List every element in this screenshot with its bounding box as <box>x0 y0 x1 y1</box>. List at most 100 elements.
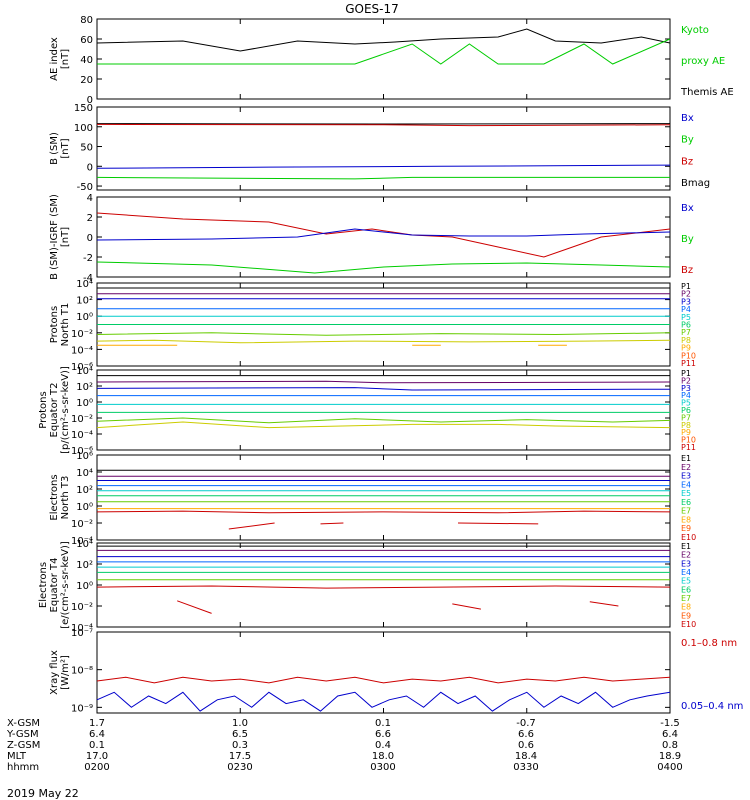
x-row-value: 17.0 <box>86 751 108 762</box>
legend-item: P5 <box>681 399 691 408</box>
y-axis-label: B (SM) <box>49 132 60 165</box>
y-axis-label: [p/(cm²-s-sr-keV)] <box>60 366 71 454</box>
legend-item: E10 <box>681 533 696 542</box>
y-axis-label: Equator T4 <box>49 558 60 613</box>
x-row-value: 6.6 <box>518 729 534 740</box>
y-tick-label: 10⁻² <box>71 602 93 613</box>
y-tick-label: 10⁻⁶ <box>71 362 93 373</box>
y-axis-label: [e/(cm²-s-sr-keV)] <box>60 541 71 629</box>
y-tick-label: 40 <box>80 55 93 66</box>
x-row-value: 0.1 <box>89 740 105 751</box>
legend-item: P9 <box>681 344 691 353</box>
y-tick-label: 10² <box>76 560 93 571</box>
y-axis-label: B (SM)-IGRF (SM) <box>49 194 60 280</box>
series-line <box>589 601 619 607</box>
y-axis-label: Protons <box>49 306 60 343</box>
series-line <box>96 380 671 384</box>
y-tick-label: -4 <box>83 273 93 284</box>
y-axis-label: AE index <box>49 37 60 81</box>
panel-1: 0 20 40 60 80 AE index [nT] Kyoto proxy AE Themis… <box>49 15 734 106</box>
panel-4: 10⁻⁶ 10⁻⁴ 10⁻² 10⁰ 10² 10⁴ Protons North T1 P1P2… <box>49 279 696 373</box>
legend-item: P4 <box>681 391 691 400</box>
y-tick-label: 10⁻⁹ <box>71 703 93 714</box>
legend-item: Bx <box>681 113 694 124</box>
x-row-value: 18.0 <box>372 751 394 762</box>
y-tick-label: 10⁴ <box>76 539 93 550</box>
x-row-label: X-GSM <box>7 718 40 729</box>
y-tick-label: 0 <box>87 95 93 106</box>
y-axis-label: Electrons <box>38 562 49 608</box>
legend-item: P8 <box>681 421 691 430</box>
series-line <box>177 600 212 614</box>
legend-item: P7 <box>681 328 691 337</box>
y-axis-label: Electrons <box>49 474 60 520</box>
legend-item: E5 <box>681 489 691 498</box>
y-tick-label: 10⁻⁸ <box>71 666 93 677</box>
legend-item: P3 <box>681 384 691 393</box>
x-row-value: 18.4 <box>515 751 537 762</box>
panel-7: 10⁻⁴ 10⁻² 10⁰ 10² 10⁴ Electrons Equator T4 [e/(… <box>38 539 696 634</box>
series-line <box>96 691 671 712</box>
series-line <box>96 228 671 241</box>
legend-item: 0.1–0.8 nm <box>681 638 737 649</box>
x-row-value: 0200 <box>84 762 109 773</box>
y-axis-label: North T3 <box>60 476 71 520</box>
y-tick-label: 10⁻⁴ <box>71 536 93 547</box>
y-tick-label: 10⁻⁷ <box>71 628 93 639</box>
legend-item: By <box>681 135 694 146</box>
x-row-value: 1.0 <box>232 718 248 729</box>
legend-item: P10 <box>681 436 696 445</box>
y-axis-label: Protons <box>38 391 49 428</box>
panel-3: -4 -2 0 2 4 B (SM)-IGRF (SM) [nT] Bx By Bz <box>49 193 694 284</box>
y-tick-label: 150 <box>74 103 93 114</box>
y-tick-label: 2 <box>87 213 93 224</box>
legend-item: P10 <box>681 351 696 360</box>
x-row-value: 0300 <box>370 762 395 773</box>
series-line <box>228 522 275 530</box>
series-line <box>320 522 344 525</box>
series-line <box>96 417 671 424</box>
series-line <box>96 28 671 52</box>
legend-item: P9 <box>681 428 691 437</box>
x-row-value: 6.6 <box>375 729 391 740</box>
legend-item: P2 <box>681 376 691 385</box>
x-row-value: 0.6 <box>518 740 534 751</box>
legend-item: E7 <box>681 594 691 603</box>
x-row-label: Y-GSM <box>6 729 39 740</box>
series-line <box>96 212 671 258</box>
y-tick-label: 10⁻⁴ <box>71 430 93 441</box>
y-tick-label: -2 <box>83 253 93 264</box>
series-line <box>96 421 671 429</box>
legend-item: E7 <box>681 507 691 516</box>
series-line <box>96 164 671 169</box>
panel-5: 10⁻⁶ 10⁻⁴ 10⁻² 10⁰ 10² 10⁴ Protons Equator T2 [p… <box>38 366 696 457</box>
x-row-value: 0.8 <box>662 740 678 751</box>
legend-item: P1 <box>681 282 691 291</box>
series-line <box>96 261 671 274</box>
legend-item: P1 <box>681 369 691 378</box>
series-line <box>96 387 671 391</box>
legend-item: E6 <box>681 498 691 507</box>
legend-item: Bz <box>681 265 693 276</box>
y-tick-label: 10⁴ <box>76 366 93 377</box>
y-tick-label: 50 <box>80 143 93 154</box>
legend-item: E4 <box>681 568 691 577</box>
legend-item: P2 <box>681 290 691 299</box>
y-tick-label: 4 <box>87 193 93 204</box>
x-row-label: Z-GSM <box>7 740 40 751</box>
legend-item: E2 <box>681 551 691 560</box>
x-row-value: 6.4 <box>662 729 678 740</box>
y-tick-label: 10⁻² <box>71 414 93 425</box>
y-tick-label: 60 <box>80 35 93 46</box>
legend-item: E2 <box>681 463 691 472</box>
legend-item: P6 <box>681 321 691 330</box>
x-row-value: 6.4 <box>89 729 105 740</box>
legend-item: E3 <box>681 472 691 481</box>
x-row-value: 18.9 <box>659 751 681 762</box>
series-line <box>457 522 539 525</box>
legend-item: E8 <box>681 515 691 524</box>
y-tick-label: 80 <box>80 15 93 26</box>
legend-item: E9 <box>681 611 691 620</box>
